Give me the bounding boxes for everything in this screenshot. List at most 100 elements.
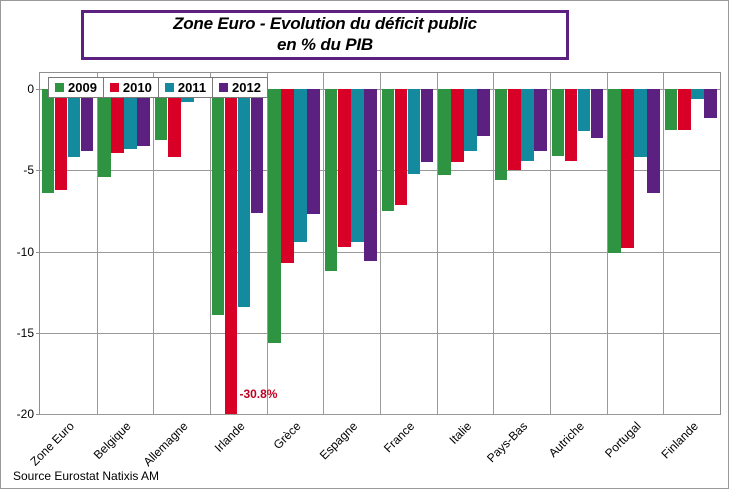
y-axis-tick-label: -10 [16,244,34,259]
bar-2011-italie[interactable] [464,89,477,151]
x-axis-label-finlande: Finlande [658,419,701,462]
gridline-x [437,73,438,414]
irlande-2010-annotation: -30.8% [239,387,278,401]
bar-group-portugal [607,73,664,414]
title-line-1: Zone Euro - Evolution du déficit public [173,14,477,34]
y-axis-tick-mark [36,332,40,334]
bar-2011-espagne[interactable] [351,89,364,242]
bar-2012-pays-bas[interactable] [534,89,547,151]
bar-2011-pays-bas[interactable] [521,89,534,161]
bar-2011-zone-euro[interactable] [67,89,81,158]
bar-2012-france[interactable] [420,89,434,163]
bar-2009-portugal[interactable] [608,89,621,254]
x-axis-label-zone-euro: Zone Euro [27,419,78,469]
bar-2010-autriche[interactable] [564,89,578,161]
legend-swatch-icon-2011 [164,83,174,92]
bar-2012-portugal[interactable] [647,89,660,194]
y-axis-tick-label: -15 [16,325,34,340]
legend-label: 2012 [232,80,261,95]
bar-2010-zone-euro[interactable] [54,89,68,190]
gridline-x [153,73,154,414]
bar-2010-irlande[interactable] [224,89,238,414]
bar-2012-finlande[interactable] [704,89,717,119]
bar-2009-pays-bas[interactable] [495,89,508,181]
y-axis-tick-mark [36,89,40,91]
gridline-x [380,73,381,414]
bar-2011-irlande[interactable] [237,89,251,307]
bar-2012-zone-euro[interactable] [80,89,94,151]
gridline-x [267,73,268,414]
bar-2010-belgique[interactable] [111,89,124,153]
bar-2009-irlande[interactable] [211,89,225,315]
bar-2009-belgique[interactable] [98,89,111,177]
x-axis-label-portugal: Portugal [602,419,644,461]
gridline-x [550,73,551,414]
bar-group-espagne [323,73,380,414]
legend-item-2010[interactable]: 2010 [104,78,159,97]
bar-2009-espagne[interactable] [325,89,338,272]
bar-2012-belgique[interactable] [137,89,150,147]
page-title: Zone Euro - Evolution du déficit public … [173,14,477,55]
bar-2011-belgique[interactable] [124,89,137,150]
bar-2010-portugal[interactable] [621,89,634,249]
bar-2010-espagne[interactable] [338,89,351,247]
bar-2010-gr-ce[interactable] [281,89,294,263]
x-axis-label-france: France [380,419,418,456]
bar-group-italie [437,73,494,414]
gridline-x [663,73,664,414]
x-axis-label-allemagne: Allemagne [140,419,191,469]
bar-2009-gr-ce[interactable] [268,89,281,343]
bar-2009-italie[interactable] [438,89,451,176]
title-line-2: en % du PIB [276,35,374,54]
y-axis-tick-mark [36,170,40,172]
chart-legend: 2009 2010 2011 2012 [48,77,268,98]
bar-2011-finlande[interactable] [691,89,704,99]
legend-item-2012[interactable]: 2012 [213,78,267,97]
legend-label: 2010 [122,80,152,95]
bar-group-france [380,73,437,414]
bar-2009-zone-euro[interactable] [41,89,55,194]
gridline-y--20 [40,414,720,415]
bar-2012-autriche[interactable] [590,89,604,138]
bar-group-belgique [97,73,154,414]
bar-2010-italie[interactable] [451,89,464,163]
bar-2012-gr-ce[interactable] [307,89,320,215]
gridline-x [210,73,211,414]
y-axis-tick-label: 0 [27,82,34,97]
x-axis-label-autriche: Autriche [546,419,588,461]
x-axis-label-gr-ce: Grèce [270,419,304,453]
x-axis-label-belgique: Belgique [90,419,134,462]
x-axis-labels: Zone Euro Belgique Allemagne Irlande Grèce Es… [28,415,721,475]
plot-area: 0 -5 -10 -15 -20 2009 2010 2011 2012 -30.8% [17,72,721,421]
bar-2009-finlande[interactable] [665,89,678,130]
bar-2011-gr-ce[interactable] [294,89,307,242]
bar-2010-pays-bas[interactable] [508,89,521,171]
gridline-x [607,73,608,414]
y-axis-tick-label: -5 [23,163,34,178]
plot-inner: 0 -5 -10 -15 -20 [17,73,720,421]
y-axis-tick-label: -20 [16,407,34,421]
legend-item-2011[interactable]: 2011 [159,78,214,97]
bar-2011-france[interactable] [407,89,421,174]
gridline-x [323,73,324,414]
bar-2009-autriche[interactable] [551,89,565,156]
x-axis-label-espagne: Espagne [317,419,361,463]
bar-2012-irlande[interactable] [250,89,264,213]
legend-item-2009[interactable]: 2009 [49,78,104,97]
bar-2009-allemagne[interactable] [155,89,168,140]
bar-2012-italie[interactable] [477,89,490,137]
bar-2010-allemagne[interactable] [168,89,181,158]
y-axis-tick-mark [36,251,40,253]
bar-2011-autriche[interactable] [577,89,591,132]
bar-2011-portugal[interactable] [634,89,647,158]
x-axis-label-italie: Italie [446,419,474,447]
chart-title-box: Zone Euro - Evolution du déficit public … [81,10,569,60]
source-note: Source Eurostat Natixis AM [13,469,160,483]
bar-2010-france[interactable] [394,89,408,205]
bar-group-allemagne [153,73,210,414]
bar-2012-espagne[interactable] [364,89,377,262]
bar-group-irlande [210,73,267,414]
bar-2009-france[interactable] [381,89,395,212]
bar-2010-finlande[interactable] [678,89,691,130]
